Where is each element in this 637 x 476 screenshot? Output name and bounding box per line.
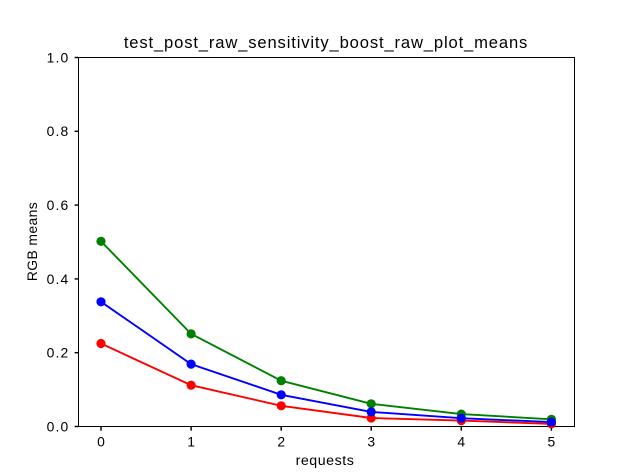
svg-text:0.4: 0.4	[47, 271, 70, 287]
svg-text:test_post_raw_sensitivity_boos: test_post_raw_sensitivity_boost_raw_plot…	[124, 33, 528, 52]
svg-text:0.6: 0.6	[47, 197, 70, 213]
svg-text:RGB means: RGB means	[24, 202, 40, 281]
svg-text:0.8: 0.8	[47, 123, 70, 139]
svg-text:0: 0	[97, 434, 105, 450]
svg-text:0.0: 0.0	[47, 418, 70, 434]
svg-text:1.0: 1.0	[47, 49, 70, 65]
svg-text:3: 3	[367, 434, 375, 450]
svg-text:5: 5	[548, 434, 556, 450]
svg-text:2: 2	[277, 434, 285, 450]
svg-text:1: 1	[187, 434, 195, 450]
svg-text:4: 4	[457, 434, 465, 450]
svg-text:requests: requests	[296, 453, 355, 469]
svg-text:0.2: 0.2	[47, 345, 70, 361]
